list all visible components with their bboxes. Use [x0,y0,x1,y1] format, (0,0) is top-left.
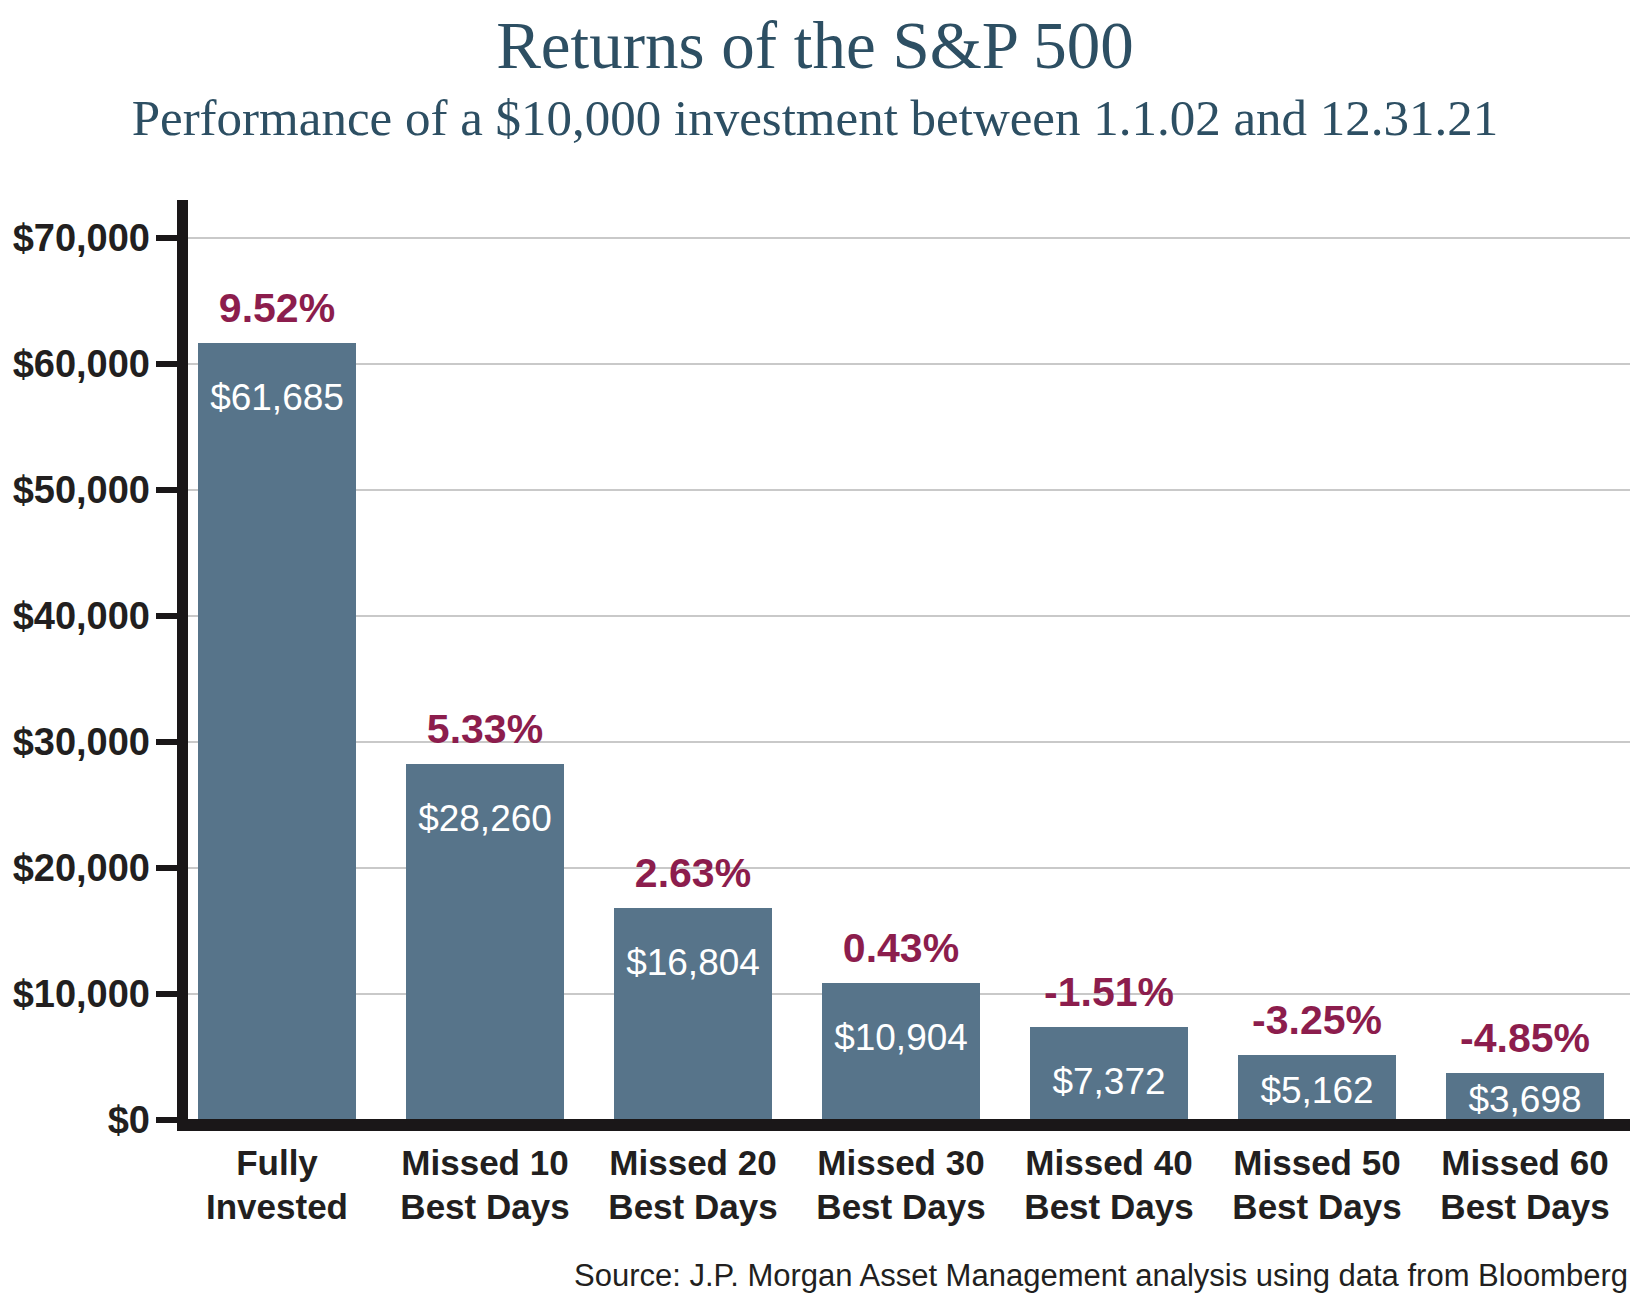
category-label-line: Best Days [1207,1185,1427,1229]
category-label: Missed 40Best Days [999,1141,1219,1229]
category-label-line: Best Days [375,1185,595,1229]
bar-value-label: $61,685 [157,376,397,420]
gridline [188,237,1630,239]
gridline [188,615,1630,617]
bar-percent-label: -3.25% [1197,998,1437,1042]
y-tick [156,739,178,745]
category-label-line: Best Days [791,1185,1011,1229]
category-label-line: Missed 30 [791,1141,1011,1185]
category-label: Missed 60Best Days [1415,1141,1630,1229]
bar-percent-label: -1.51% [989,970,1229,1014]
bar-value-label: $3,698 [1405,1078,1630,1122]
bar-value-label: $28,260 [365,797,605,841]
category-label-line: Best Days [583,1185,803,1229]
bar-value-label: $5,162 [1197,1069,1437,1113]
category-label-line: Missed 60 [1415,1141,1630,1185]
bar-value-label: $10,904 [781,1016,1021,1060]
gridline [188,867,1630,869]
bar-value-label: $16,804 [573,941,813,985]
category-label: Missed 10Best Days [375,1141,595,1229]
category-label-line: Missed 40 [999,1141,1219,1185]
bar [614,908,772,1119]
bar [198,343,356,1119]
category-label: FullyInvested [167,1141,387,1229]
category-label: Missed 50Best Days [1207,1141,1427,1229]
plot-area: $0 $10,000 $20,000 $30,000 $40,000 $50,000 $60… [0,0,1630,1307]
bar-value-label: $7,372 [989,1060,1229,1104]
category-label-line: Invested [167,1185,387,1229]
category-label-line: Missed 10 [375,1141,595,1185]
gridline [188,489,1630,491]
y-tick-label: $20,000 [0,846,150,890]
y-tick-label: $10,000 [0,972,150,1016]
y-tick-label: $60,000 [0,342,150,386]
y-tick [156,1117,178,1123]
y-tick-label: $30,000 [0,720,150,764]
gridline [188,363,1630,365]
y-tick-label: $50,000 [0,468,150,512]
source-note: Source: J.P. Morgan Asset Management ana… [574,1258,1628,1294]
bar-percent-label: 0.43% [781,926,1021,970]
category-label-line: Missed 50 [1207,1141,1427,1185]
category-label-line: Missed 20 [583,1141,803,1185]
y-tick [156,865,178,871]
y-axis-line [177,200,188,1131]
bar-percent-label: 2.63% [573,851,813,895]
y-tick [156,991,178,997]
y-tick [156,487,178,493]
category-label-line: Best Days [999,1185,1219,1229]
y-tick-label: $0 [0,1098,150,1142]
y-tick [156,235,178,241]
y-tick-label: $70,000 [0,216,150,260]
y-tick [156,613,178,619]
category-label: Missed 20Best Days [583,1141,803,1229]
bar-percent-label: 5.33% [365,707,605,751]
category-label-line: Fully [167,1141,387,1185]
y-tick-label: $40,000 [0,594,150,638]
category-label: Missed 30Best Days [791,1141,1011,1229]
chart-canvas: Returns of the S&P 500 Performance of a … [0,0,1630,1307]
category-label-line: Best Days [1415,1185,1630,1229]
bar-percent-label: 9.52% [157,286,397,330]
bar-percent-label: -4.85% [1405,1016,1630,1060]
y-tick [156,361,178,367]
